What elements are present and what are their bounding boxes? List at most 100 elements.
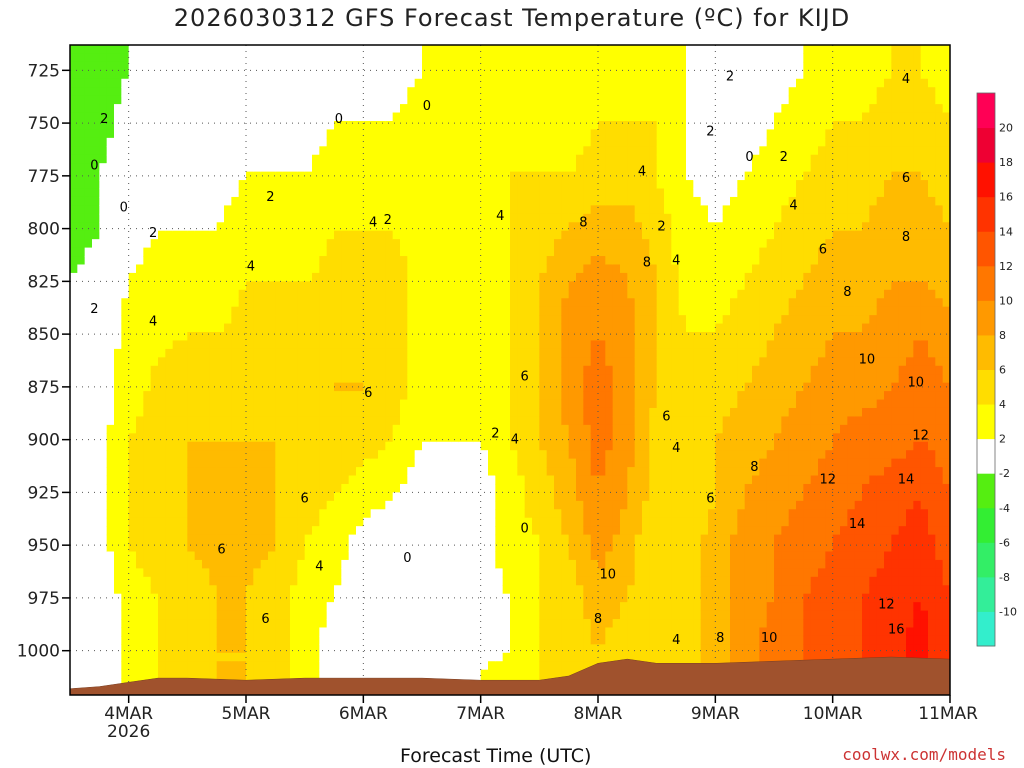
- temperature-cell: [312, 652, 320, 662]
- temperature-cell: [502, 602, 511, 612]
- temperature-cell: [106, 315, 115, 325]
- temperature-cell: [238, 112, 247, 122]
- temperature-cell: [275, 619, 284, 629]
- temperature-cell: [246, 382, 254, 392]
- temperature-cell: [238, 281, 247, 291]
- temperature-cell: [128, 230, 137, 240]
- temperature-cell: [92, 458, 100, 468]
- temperature-cell: [414, 543, 423, 553]
- temperature-cell: [84, 407, 93, 418]
- temperature-cell: [524, 551, 533, 561]
- temperature-cell: [356, 306, 364, 316]
- temperature-cell: [158, 53, 166, 63]
- temperature-cell: [106, 281, 115, 291]
- temperature-cell: [180, 120, 188, 131]
- temperature-cell: [378, 568, 386, 578]
- temperature-cell: [290, 509, 298, 519]
- temperature-cell: [414, 222, 423, 232]
- temperature-cell: [216, 78, 225, 88]
- temperature-cell: [136, 87, 144, 97]
- temperature-cell: [194, 264, 203, 274]
- temperature-cell: [363, 45, 372, 55]
- temperature-cell: [99, 323, 108, 333]
- temperature-cell: [517, 78, 526, 88]
- temperature-cell: [414, 576, 423, 586]
- temperature-cell: [363, 534, 372, 544]
- temperature-cell: [180, 424, 188, 434]
- temperature-cell: [84, 298, 93, 308]
- temperature-cell: [92, 500, 100, 510]
- temperature-cell: [128, 264, 137, 274]
- temperature-cell: [444, 205, 452, 215]
- temperature-cell: [84, 264, 93, 274]
- temperature-cell: [282, 500, 291, 510]
- temperature-cell: [539, 120, 548, 131]
- temperature-cell: [312, 483, 320, 493]
- temperature-cell: [348, 213, 357, 223]
- temperature-cell: [209, 424, 218, 434]
- temperature-cell: [77, 230, 86, 240]
- temperature-cell: [458, 306, 467, 316]
- temperature-cell: [260, 627, 269, 637]
- temperature-cell: [238, 87, 247, 97]
- temperature-cell: [363, 416, 372, 426]
- temperature-cell: [532, 551, 540, 561]
- temperature-cell: [517, 323, 526, 333]
- temperature-cell: [539, 492, 548, 502]
- temperature-cell: [209, 315, 218, 325]
- temperature-cell: [473, 441, 482, 451]
- temperature-cell: [539, 619, 548, 629]
- temperature-cell: [187, 357, 196, 367]
- temperature-cell: [224, 332, 232, 342]
- temperature-cell: [128, 87, 137, 97]
- temperature-cell: [370, 272, 379, 282]
- temperature-cell: [121, 306, 130, 316]
- temperature-cell: [180, 585, 188, 595]
- temperature-cell: [370, 120, 379, 131]
- temperature-cell: [480, 306, 489, 316]
- temperature-cell: [524, 365, 533, 375]
- temperature-cell: [187, 104, 196, 114]
- temperature-cell: [143, 492, 152, 502]
- temperature-cell: [466, 78, 474, 88]
- temperature-cell: [231, 53, 240, 63]
- temperature-cell: [143, 382, 152, 392]
- temperature-cell: [70, 627, 78, 637]
- temperature-cell: [334, 576, 342, 586]
- temperature-cell: [378, 661, 386, 671]
- temperature-cell: [77, 146, 86, 156]
- temperature-cell: [539, 374, 548, 384]
- temperature-cell: [172, 517, 181, 527]
- temperature-cell: [458, 475, 467, 485]
- temperature-cell: [429, 441, 438, 451]
- temperature-cell: [99, 205, 108, 215]
- temperature-cell: [517, 467, 526, 477]
- temperature-cell: [312, 239, 320, 249]
- temperature-cell: [150, 365, 159, 375]
- temperature-cell: [334, 180, 342, 190]
- temperature-cell: [488, 391, 496, 401]
- temperature-cell: [502, 196, 511, 206]
- temperature-cell: [150, 475, 159, 485]
- temperature-cell: [143, 53, 152, 63]
- temperature-cell: [121, 205, 130, 215]
- temperature-cell: [385, 500, 394, 510]
- temperature-cell: [231, 391, 240, 401]
- temperature-cell: [458, 298, 467, 308]
- temperature-cell: [363, 374, 372, 384]
- temperature-cell: [114, 483, 122, 493]
- temperature-cell: [451, 213, 460, 223]
- temperature-cell: [282, 365, 291, 375]
- temperature-cell: [260, 382, 269, 392]
- temperature-cell: [495, 458, 504, 468]
- temperature-cell: [392, 475, 401, 485]
- temperature-cell: [158, 517, 166, 527]
- temperature-cell: [495, 661, 504, 671]
- temperature-cell: [77, 576, 86, 586]
- temperature-cell: [209, 492, 218, 502]
- temperature-cell: [92, 213, 100, 223]
- temperature-cell: [77, 416, 86, 426]
- temperature-cell: [370, 576, 379, 586]
- temperature-cell: [238, 340, 247, 350]
- temperature-cell: [488, 669, 496, 679]
